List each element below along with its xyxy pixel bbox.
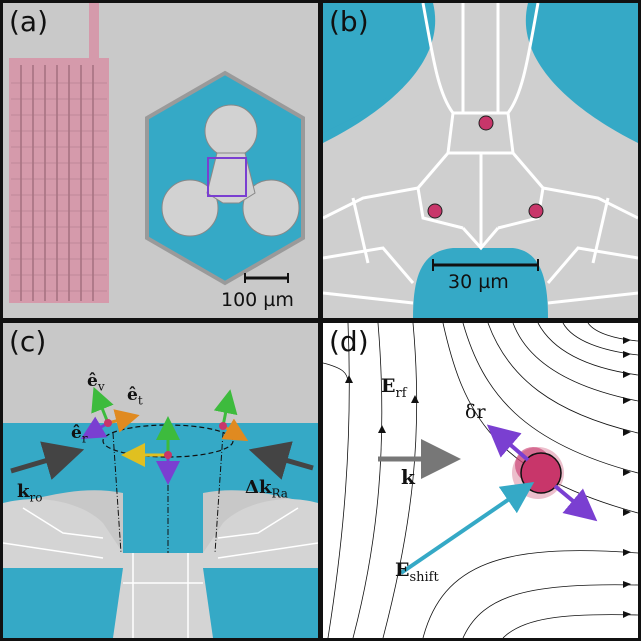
k-ro-label: kro bbox=[17, 481, 43, 505]
scale-bar-a-label: 100 µm bbox=[221, 289, 294, 311]
ion-right bbox=[528, 203, 544, 219]
dr-arrow-down bbox=[553, 484, 598, 522]
ion-left bbox=[427, 203, 443, 219]
field-line-set bbox=[323, 323, 638, 638]
trap-lobes bbox=[161, 104, 300, 237]
pink-lead bbox=[89, 3, 99, 63]
electrode-plane bbox=[3, 499, 318, 568]
panel-d: (d) Erf k δr Eshift bbox=[320, 320, 641, 641]
panel-c-label: (c) bbox=[9, 325, 47, 358]
dr-label: δr bbox=[465, 401, 486, 423]
ion-top bbox=[478, 115, 494, 131]
panel-a-label: (a) bbox=[9, 5, 49, 38]
zoom-box bbox=[207, 157, 247, 197]
panel-c: (c) êv êt êr kro ΔkRa bbox=[0, 320, 321, 641]
dk-ra-arrow bbox=[248, 441, 314, 480]
k-label-d: k bbox=[401, 465, 415, 489]
panel-d-label: (d) bbox=[329, 325, 369, 358]
dk-ra-label: ΔkRa bbox=[245, 477, 288, 501]
electrode-gaps-c bbox=[3, 507, 318, 638]
trap-zoom bbox=[323, 3, 638, 318]
e-rf-label: Erf bbox=[381, 375, 407, 401]
e-shift-arrow bbox=[399, 481, 535, 575]
ev-arrow bbox=[91, 386, 114, 424]
trap-perspective bbox=[3, 386, 318, 638]
pink-wiring-block bbox=[9, 58, 109, 303]
dr-arrow-up bbox=[486, 424, 530, 462]
wiring-hatching bbox=[11, 82, 107, 292]
panel-b-label: (b) bbox=[329, 5, 369, 38]
wiring-lines bbox=[20, 65, 94, 301]
field-lines bbox=[323, 323, 638, 638]
chip-micrograph bbox=[9, 3, 305, 303]
et-label: êt bbox=[127, 385, 143, 408]
panel-a: (a) 100 µm bbox=[0, 0, 321, 321]
electrode-gaps bbox=[323, 3, 638, 305]
teal-top-right bbox=[525, 3, 638, 143]
panel-b: (b) 30 µm bbox=[320, 0, 641, 321]
er-label: êr bbox=[71, 423, 88, 446]
scale-bar-b-label: 30 µm bbox=[448, 271, 509, 293]
k-ro-arrow bbox=[10, 441, 85, 480]
ev-label: êv bbox=[87, 371, 105, 394]
e-shift-label: Eshift bbox=[395, 559, 439, 585]
field-arrowheads bbox=[345, 337, 631, 618]
